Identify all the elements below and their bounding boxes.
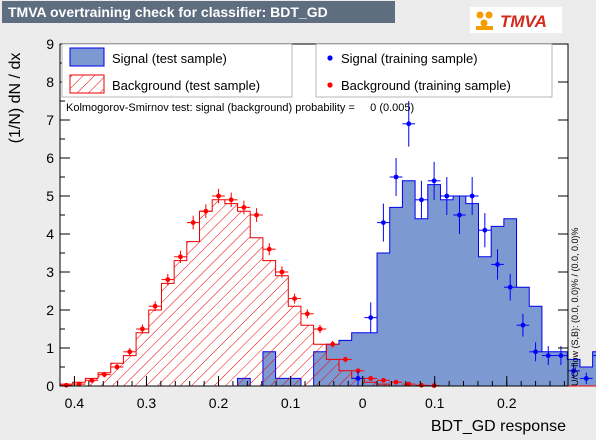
background-training-point	[203, 208, 209, 214]
background-training-point	[241, 205, 247, 210]
background-training-point	[279, 269, 285, 275]
legend-signal-train-marker	[327, 55, 333, 61]
y-tick-label: 9	[46, 36, 54, 52]
signal-training-point	[380, 220, 386, 226]
signal-training-point	[520, 322, 526, 328]
signal-training-point	[355, 376, 361, 381]
background-training-point	[178, 254, 183, 260]
background-training-point	[393, 379, 399, 385]
background-training-point	[216, 193, 221, 199]
background-training-point	[76, 381, 82, 387]
background-training-point	[228, 197, 234, 203]
legend-background-test-swatch	[69, 74, 105, 94]
signal-training-point	[419, 197, 424, 203]
y-tick-label: 3	[46, 264, 54, 280]
tmva-logo: TMVA	[470, 7, 562, 33]
x-tick-label: 0.2	[497, 395, 517, 411]
x-tick-label: 0.2	[209, 395, 229, 411]
background-training-point	[190, 220, 196, 226]
legend-signal-train-label: Signal (training sample)	[341, 51, 478, 66]
signal-training-point	[368, 315, 374, 320]
signal-training-point	[545, 353, 551, 358]
signal-training-point	[457, 212, 462, 218]
x-tick-label: 0	[359, 395, 367, 411]
x-axis-label: BDT_GD response	[431, 418, 566, 435]
plot-title-text: TMVA overtraining check for classifier: …	[8, 4, 328, 20]
y-axis-label: (1/N) dN / dx	[7, 53, 24, 144]
signal-training-point	[444, 193, 450, 199]
y-tick-label: 2	[46, 302, 54, 318]
legend-signal-test-swatch	[69, 47, 105, 67]
signal-training-point	[406, 121, 412, 127]
background-training-point	[127, 349, 133, 355]
tmva-logo-text: TMVA	[500, 12, 547, 31]
legend-background-train-marker	[327, 82, 333, 88]
background-training-point	[89, 377, 95, 383]
signal-training-point	[431, 178, 437, 184]
y-tick-label: 7	[46, 112, 54, 128]
background-training-point	[165, 277, 171, 282]
signal-training-point	[469, 193, 475, 199]
ks-test-annotation: Kolmogorov-Smirnov test: signal (backgro…	[66, 102, 414, 114]
background-training-point	[330, 341, 336, 347]
x-tick-label: 0.3	[137, 395, 157, 411]
background-training-point	[140, 326, 145, 332]
legend-signal-test-label: Signal (test sample)	[112, 51, 227, 66]
background-training-point	[114, 364, 120, 370]
signal-training-point	[558, 353, 564, 358]
legend-background-train-label: Background (training sample)	[341, 78, 511, 93]
legend-left: Signal (test sample) Background (test sa…	[61, 43, 293, 98]
y-tick-label: 4	[46, 226, 54, 242]
background-training-point	[266, 246, 272, 252]
background-training-point	[317, 326, 323, 332]
signal-training-point	[571, 368, 577, 374]
signal-training-point	[495, 262, 500, 267]
background-training-point	[304, 311, 310, 317]
background-training-point	[342, 357, 348, 362]
signal-training-point	[507, 284, 513, 290]
x-tick-label: 0.1	[425, 395, 445, 411]
signal-training-point	[482, 227, 488, 233]
background-training-point	[101, 372, 107, 377]
signal-training-points	[351, 101, 596, 386]
x-tick-label: 0.4	[65, 395, 85, 411]
y-tick-label: 6	[46, 150, 54, 166]
overflow-label: U/O-flow (S,B): (0.0, 0.0)% / (0.0, 0.0)…	[570, 227, 580, 386]
legend-right: Signal (training sample) Background (tra…	[315, 43, 553, 98]
background-training-point	[63, 382, 69, 388]
y-tick-label: 8	[46, 74, 54, 90]
background-training-point	[254, 212, 259, 218]
y-tick-label: 1	[46, 340, 54, 356]
background-training-point	[292, 296, 298, 301]
background-training-point	[152, 303, 158, 309]
plot-title: TMVA overtraining check for classifier: …	[2, 1, 395, 23]
background-training-point	[419, 382, 424, 388]
background-training-point	[380, 377, 386, 383]
background-training-point	[368, 376, 374, 381]
signal-training-point	[393, 174, 399, 180]
x-tick-label: 0.1	[281, 395, 301, 411]
background-training-point	[406, 381, 412, 387]
signal-training-point	[583, 376, 589, 381]
tmva-logo-graphic: TMVA	[476, 11, 547, 31]
y-tick-label: 0	[46, 378, 54, 394]
y-tick-label: 5	[46, 188, 54, 204]
legend-background-test-label: Background (test sample)	[112, 78, 260, 93]
signal-training-point	[533, 349, 538, 355]
